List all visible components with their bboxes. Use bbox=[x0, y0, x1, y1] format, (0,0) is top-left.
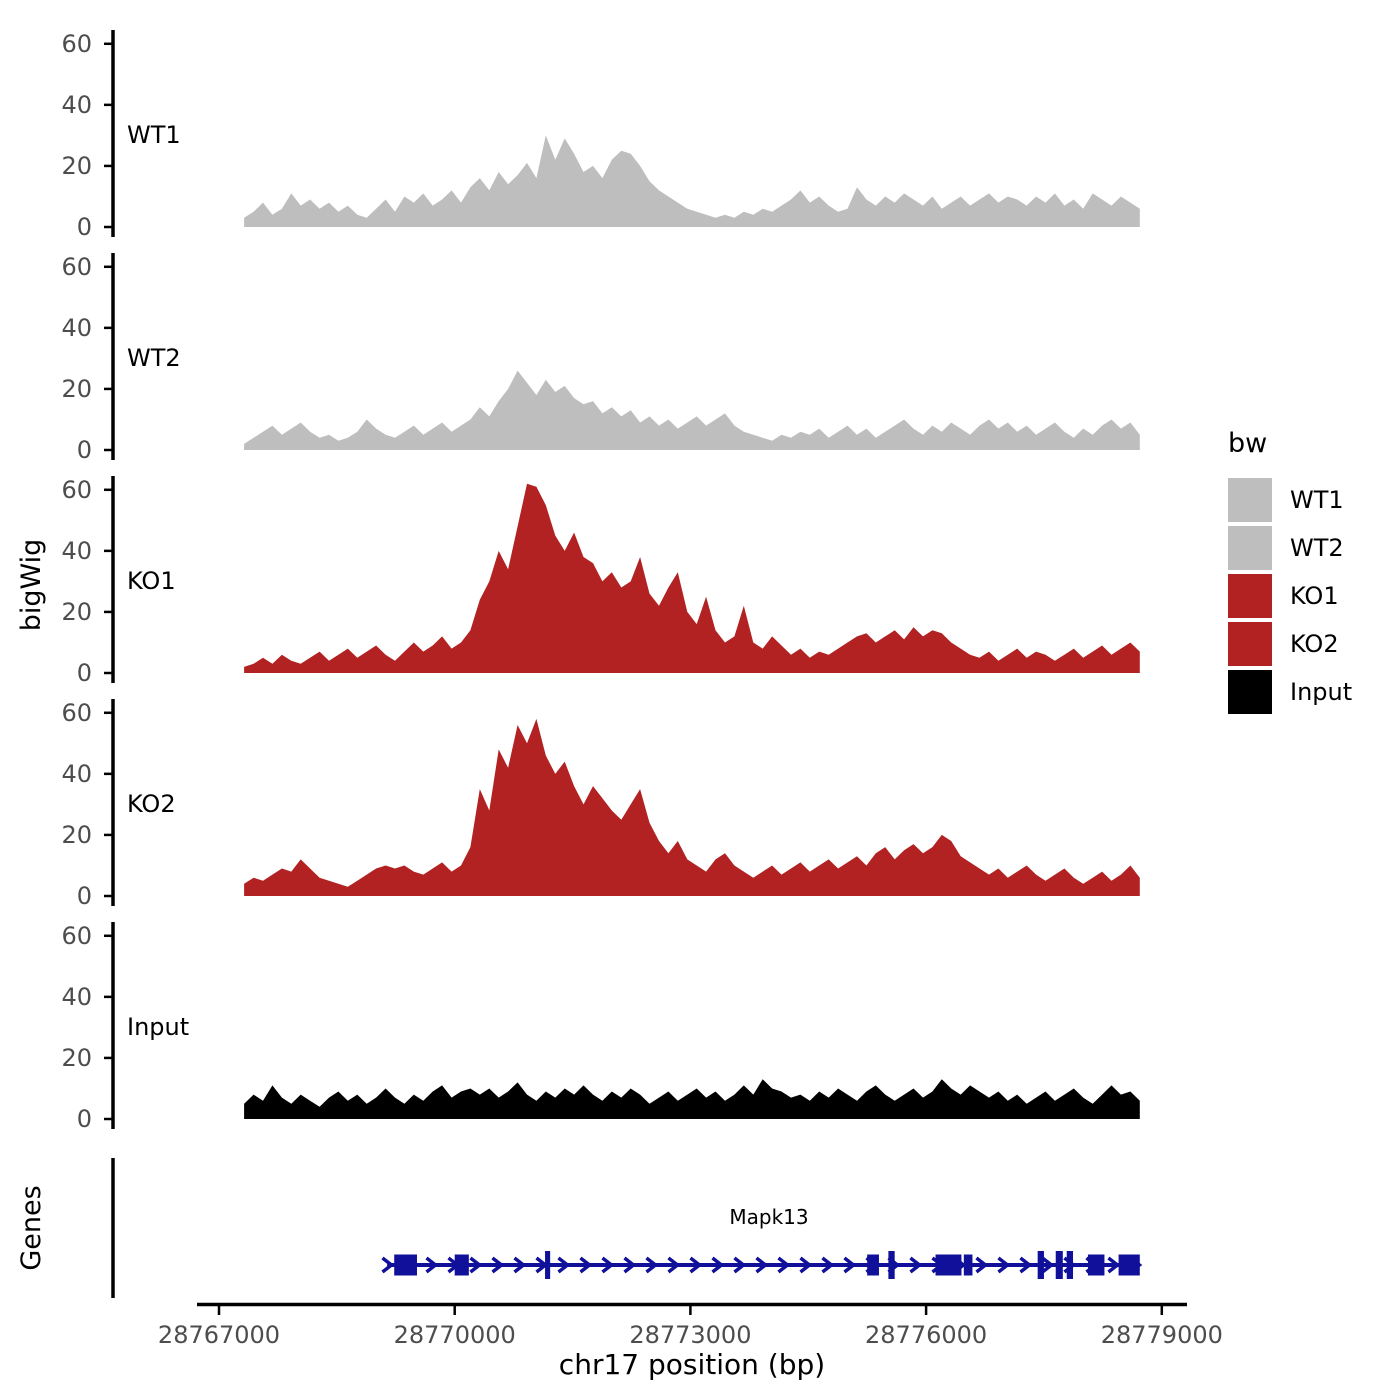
gene-exon-10 bbox=[1066, 1251, 1074, 1279]
coverage-area-WT1 bbox=[244, 135, 1140, 227]
legend-swatch-KO1 bbox=[1228, 574, 1272, 618]
strand-arrow-icon bbox=[579, 1256, 593, 1274]
strand-arrow-icon bbox=[975, 1256, 989, 1274]
strand-arrow-icon bbox=[1019, 1256, 1033, 1274]
y-tick-label-WT2-40: 40 bbox=[61, 313, 92, 342]
legend-label-KO1: KO1 bbox=[1290, 582, 1339, 610]
legend-title: bw bbox=[1228, 428, 1268, 459]
y-axis-title: bigWig bbox=[16, 538, 47, 632]
gene-exon-7 bbox=[963, 1254, 973, 1276]
y-tick-label-WT2-20: 20 bbox=[61, 374, 92, 403]
gene-name-label: Mapk13 bbox=[729, 1205, 809, 1229]
y-tick-label-Input-60: 60 bbox=[61, 921, 92, 950]
coverage-area-Input bbox=[244, 1079, 1140, 1119]
y-tick-label-WT2-60: 60 bbox=[61, 252, 92, 281]
legend-item-WT2: WT2 bbox=[1228, 526, 1352, 570]
legend-item-KO2: KO2 bbox=[1228, 622, 1352, 666]
strand-arrow-icon bbox=[557, 1256, 571, 1274]
strand-arrow-icon bbox=[821, 1256, 835, 1274]
gene-exon-2 bbox=[454, 1254, 469, 1276]
gene-exon-4 bbox=[867, 1254, 879, 1276]
y-tick-label-Input-40: 40 bbox=[61, 982, 92, 1011]
legend-item-WT1: WT1 bbox=[1228, 478, 1352, 522]
gene-exon-11 bbox=[1087, 1254, 1105, 1276]
legend-item-Input: Input bbox=[1228, 670, 1352, 714]
strand-arrow-icon bbox=[711, 1256, 725, 1274]
y-tick-label-WT1-60: 60 bbox=[61, 29, 92, 58]
gene-exon-5 bbox=[888, 1251, 895, 1279]
track-label-WT1: WT1 bbox=[127, 121, 181, 149]
strand-arrow-icon bbox=[381, 1256, 395, 1274]
strand-arrow-icon bbox=[623, 1256, 637, 1274]
strand-arrow-icon bbox=[755, 1256, 769, 1274]
track-label-WT2: WT2 bbox=[127, 344, 181, 372]
legend-item-KO1: KO1 bbox=[1228, 574, 1352, 618]
strand-arrow-icon bbox=[1107, 1256, 1121, 1274]
gene-exon-9 bbox=[1055, 1251, 1063, 1279]
x-tick-label-28767000: 28767000 bbox=[157, 1321, 281, 1349]
strand-arrow-icon bbox=[997, 1256, 1011, 1274]
y-tick-label-KO2-60: 60 bbox=[61, 698, 92, 727]
y-tick-label-KO2-20: 20 bbox=[61, 820, 92, 849]
strand-arrow-icon bbox=[491, 1256, 505, 1274]
y-tick-label-WT2-0: 0 bbox=[76, 436, 92, 464]
legend-swatch-KO2 bbox=[1228, 622, 1272, 666]
x-tick-label-28773000: 28773000 bbox=[629, 1321, 752, 1349]
strand-arrow-icon bbox=[777, 1256, 791, 1274]
strand-arrow-icon bbox=[1041, 1256, 1055, 1274]
genes-axis-title: Genes bbox=[16, 1185, 47, 1271]
strand-arrow-icon bbox=[843, 1256, 857, 1274]
y-tick-label-WT1-0: 0 bbox=[76, 213, 92, 241]
x-tick-label-28779000: 28779000 bbox=[1100, 1321, 1223, 1349]
strand-arrow-icon bbox=[799, 1256, 813, 1274]
y-tick-label-KO1-40: 40 bbox=[61, 536, 92, 565]
legend-label-WT2: WT2 bbox=[1290, 534, 1344, 562]
coverage-area-KO1 bbox=[244, 483, 1140, 673]
y-tick-label-KO1-20: 20 bbox=[61, 597, 92, 626]
track-label-KO1: KO1 bbox=[127, 567, 176, 595]
legend-swatch-Input bbox=[1228, 670, 1272, 714]
gene-exon-6 bbox=[935, 1254, 962, 1276]
y-tick-label-KO2-0: 0 bbox=[76, 882, 92, 910]
gene-exon-12 bbox=[1118, 1254, 1140, 1276]
x-tick-label-28770000: 28770000 bbox=[393, 1321, 516, 1349]
y-tick-label-KO1-0: 0 bbox=[76, 659, 92, 687]
y-tick-label-Input-0: 0 bbox=[76, 1105, 92, 1133]
legend-items: WT1 WT2 KO1 KO2 Input bbox=[1228, 478, 1352, 714]
track-label-Input: Input bbox=[127, 1013, 190, 1041]
legend-label-WT1: WT1 bbox=[1290, 486, 1344, 514]
legend-label-Input: Input bbox=[1290, 678, 1353, 706]
legend-swatch-WT2 bbox=[1228, 526, 1272, 570]
gene-exon-1 bbox=[394, 1254, 417, 1276]
y-tick-label-KO2-40: 40 bbox=[61, 759, 92, 788]
y-tick-label-Input-20: 20 bbox=[61, 1043, 92, 1072]
y-tick-label-WT1-40: 40 bbox=[61, 90, 92, 119]
strand-arrow-icon bbox=[909, 1256, 923, 1274]
strand-arrow-icon bbox=[601, 1256, 615, 1274]
strand-arrow-icon bbox=[689, 1256, 703, 1274]
strand-arrow-icon bbox=[645, 1256, 659, 1274]
coverage-area-WT2 bbox=[244, 370, 1140, 450]
strand-arrow-icon bbox=[469, 1256, 483, 1274]
y-tick-label-WT1-20: 20 bbox=[61, 151, 92, 180]
gene-exon-8 bbox=[1037, 1251, 1044, 1279]
strand-arrow-icon bbox=[667, 1256, 681, 1274]
x-axis-title: chr17 position (bp) bbox=[558, 1348, 826, 1381]
legend: bw WT1 WT2 KO1 KO2 Input bbox=[1228, 428, 1352, 714]
x-tick-label-28776000: 28776000 bbox=[865, 1321, 988, 1349]
track-label-KO2: KO2 bbox=[127, 790, 176, 818]
legend-label-KO2: KO2 bbox=[1290, 630, 1339, 658]
legend-swatch-WT1 bbox=[1228, 478, 1272, 522]
strand-arrow-icon bbox=[513, 1256, 527, 1274]
y-tick-label-KO1-60: 60 bbox=[61, 475, 92, 504]
strand-arrow-icon bbox=[733, 1256, 747, 1274]
coverage-area-KO2 bbox=[244, 718, 1140, 896]
gene-exon-3 bbox=[545, 1251, 551, 1279]
strand-arrow-icon bbox=[425, 1256, 439, 1274]
